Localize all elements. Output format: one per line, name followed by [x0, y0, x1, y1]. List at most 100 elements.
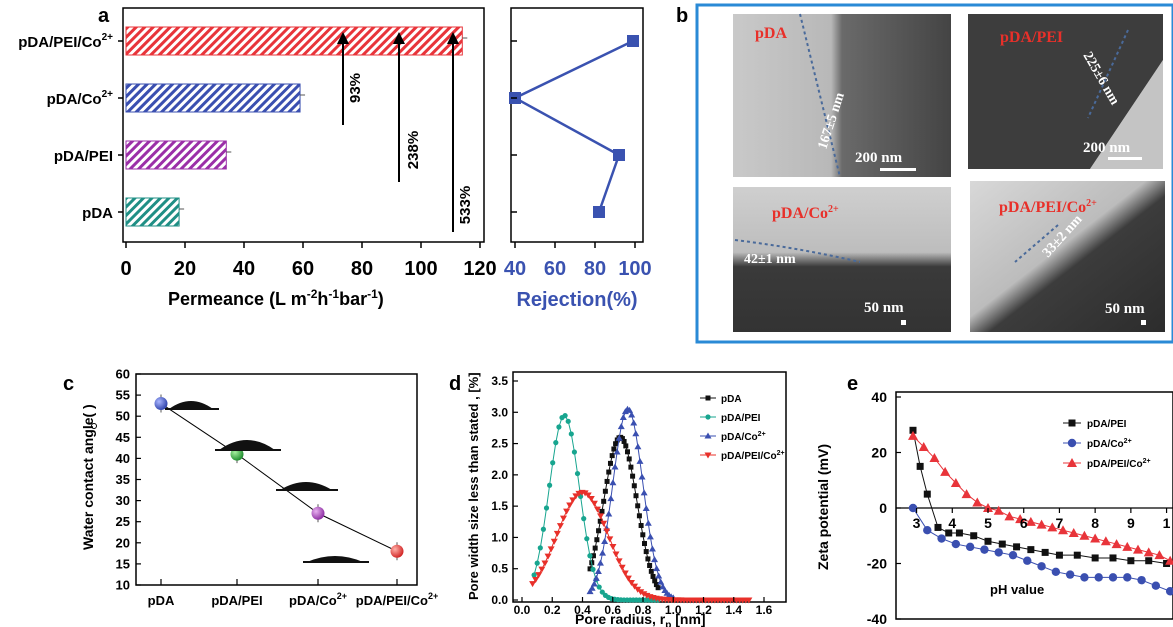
- zeta-series-2-point-9: [1004, 511, 1015, 521]
- pore-series-3-point-9: [556, 523, 564, 530]
- contact-angle-line: [160, 403, 398, 552]
- pore-series-1-point-7: [553, 440, 559, 446]
- pore-series-3-point-12: [566, 502, 574, 509]
- pore-series-2-point-33: [655, 572, 663, 579]
- zeta-series-2-point-21: [1133, 544, 1143, 554]
- pore-series-3-point-36: [640, 591, 648, 598]
- d-x-tick-label-0: 0.0: [514, 603, 531, 617]
- d-x-tick-label-5: 1.0: [665, 603, 682, 617]
- pore-series-2-point-24: [636, 457, 644, 464]
- panel-a-x-label: Permeance (L m-2h-1bar-1): [168, 287, 384, 309]
- legend-label-2: pDA/Co2+: [721, 431, 766, 443]
- c-y-tick-label-10: 60: [116, 367, 130, 382]
- zeta-series-0-point-12: [1055, 551, 1063, 559]
- zeta-series-1-point-3: [951, 539, 961, 549]
- pore-series-2-point-12: [611, 463, 619, 470]
- panel-label-b: b: [676, 5, 688, 27]
- pore-series-2-point-22: [632, 430, 640, 437]
- zeta-series-2-point-15: [1068, 527, 1079, 537]
- pore-series-1-point-17: [584, 536, 590, 542]
- category-label-2: pDA/PEI: [54, 148, 113, 165]
- pore-series-1-point-1: [534, 560, 540, 566]
- c-x-tick-label-1: pDA/PEI: [211, 593, 262, 608]
- pore-series-3-point-19: [587, 495, 595, 502]
- c-y-tick-label-4: 30: [116, 493, 130, 508]
- panel-a-rejection-frame: [510, 7, 644, 243]
- panel-d-plot: pDA pDA/PEI pDA/Co2+ pDA/PEI/Co2+ 0.0 0.2 0.4 0…: [491, 374, 784, 617]
- pore-series-3-point-18: [584, 492, 592, 499]
- pore-series-1-point-12: [568, 431, 574, 437]
- d-y-tick-label-3: 1.5: [491, 499, 508, 513]
- c-x-tick-label-0: pDA: [148, 593, 175, 608]
- zeta-series-2-point-10: [1015, 514, 1026, 524]
- zeta-series-1-point-17: [1151, 581, 1161, 590]
- panel-label-a: a: [98, 5, 110, 27]
- pore-series-3-point-70: [745, 597, 753, 604]
- zeta-series-2-point-20: [1122, 541, 1133, 551]
- c-y-tick-label-7: 45: [116, 430, 130, 445]
- tem-images: pDA 167±5 nm 200 nm pDA/PEI 225±6 nm 200…: [733, 13, 1165, 332]
- zeta-series-1-point-4: [965, 542, 975, 552]
- c-y-tick-label-6: 40: [116, 451, 130, 466]
- contact-angle-point-3: [390, 544, 404, 558]
- zeta-series-1-point-1: [923, 526, 932, 535]
- pore-series-1-point-10: [562, 413, 568, 419]
- e-x-tick-label-1: 4: [948, 515, 956, 531]
- arrow-head-1: [393, 32, 405, 44]
- pore-series-3-point-29: [618, 564, 626, 571]
- panel-label-c: c: [63, 373, 74, 395]
- zeta-series-1-point-0: [908, 503, 918, 513]
- d-y-tick-label-5: 2.5: [491, 437, 508, 451]
- pore-series-1-point-11: [565, 418, 571, 424]
- pore-series-0-point-13: [609, 453, 615, 459]
- pore-series-0-point-24: [628, 464, 634, 470]
- e-legend-marker-0: [1068, 419, 1076, 427]
- category-label-3: pDA: [82, 205, 113, 222]
- zeta-series-2-point-18: [1100, 536, 1111, 546]
- e-y-tick-label-0: 40: [871, 389, 887, 405]
- zeta-series-0-point-4: [945, 529, 953, 537]
- zeta-series-2-point-1: [918, 441, 929, 451]
- e-y-tick-label-4: -40: [867, 611, 887, 627]
- rejection-x-tick-label-0: 40: [504, 258, 526, 280]
- pore-series-3-point-23: [600, 520, 608, 527]
- contact-angle-point-2: [311, 506, 325, 520]
- d-x-tick-label-8: 1.6: [756, 603, 773, 617]
- e-x-tick-label-2: 5: [984, 515, 992, 531]
- pore-series-2-point-14: [615, 434, 623, 441]
- panel-c-plot: pDA pDA/PEI pDA/Co2+ pDA/PEI/Co2+ 10 15 20 25 30…: [116, 367, 439, 609]
- pore-series-1-point-13: [571, 449, 578, 455]
- pore-series-1-point-14: [574, 470, 581, 477]
- pore-series-0-point-28: [635, 503, 641, 509]
- pore-series-3-point-4: [541, 560, 549, 567]
- pore-series-3-point-7: [550, 538, 558, 545]
- pore-series-0-point-37: [650, 573, 656, 579]
- pore-series-3-point-11: [563, 508, 571, 515]
- rejection-point-2: [613, 149, 625, 161]
- d-x-tick-label-2: 0.4: [574, 603, 591, 617]
- pore-series-3-point-22: [597, 513, 605, 520]
- water-droplet-icon-2: [280, 482, 332, 490]
- pore-series-0-point-12: [607, 460, 613, 466]
- pore-series-2-point-21: [630, 419, 638, 426]
- pore-series-2-point-3: [592, 574, 600, 581]
- rejection-point-3: [593, 206, 605, 218]
- legend-label-0: pDA: [721, 394, 742, 405]
- svg-text:pDA: pDA: [755, 25, 787, 42]
- pore-series-2-point-31: [651, 556, 659, 563]
- zeta-series-2-point-13: [1047, 522, 1058, 532]
- pore-series-3-point-8: [553, 530, 561, 537]
- water-droplet-icon-3: [307, 556, 363, 562]
- zeta-series-1-point-16: [1137, 575, 1146, 585]
- legend-marker-2: [704, 432, 712, 439]
- e-legend-marker-2: [1067, 458, 1077, 467]
- pore-series-0-point-15: [613, 441, 619, 447]
- pore-series-3-point-20: [590, 500, 598, 507]
- x-tick-label-1: 20: [174, 258, 196, 280]
- pore-series-0-point-23: [626, 456, 632, 462]
- pore-series-2-point-13: [613, 448, 621, 455]
- rejection-x-tick-label-2: 80: [584, 258, 606, 280]
- arrow-head-2: [447, 32, 459, 44]
- zeta-series-2-point-19: [1111, 539, 1122, 549]
- rejection-point-0: [627, 35, 639, 47]
